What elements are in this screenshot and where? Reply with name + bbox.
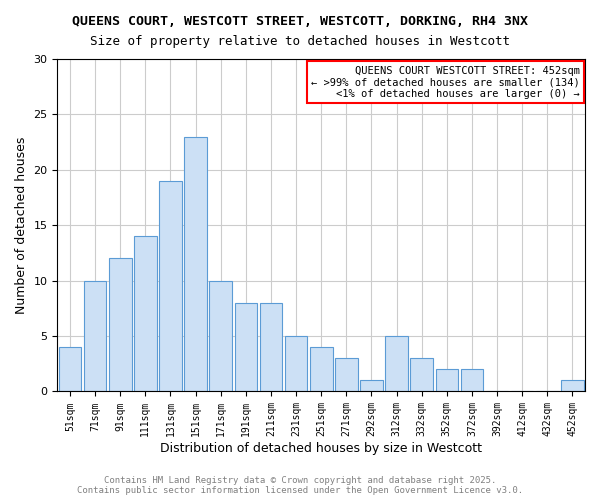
Bar <box>84 280 106 392</box>
Bar <box>360 380 383 392</box>
Bar <box>184 136 207 392</box>
Text: QUEENS COURT, WESTCOTT STREET, WESTCOTT, DORKING, RH4 3NX: QUEENS COURT, WESTCOTT STREET, WESTCOTT,… <box>72 15 528 28</box>
Bar <box>109 258 131 392</box>
Bar <box>310 347 332 392</box>
Bar <box>410 358 433 392</box>
Bar <box>335 358 358 392</box>
Bar <box>285 336 307 392</box>
Bar <box>209 280 232 392</box>
Text: Contains HM Land Registry data © Crown copyright and database right 2025.
Contai: Contains HM Land Registry data © Crown c… <box>77 476 523 495</box>
Bar <box>385 336 408 392</box>
Bar <box>461 370 483 392</box>
Y-axis label: Number of detached houses: Number of detached houses <box>15 136 28 314</box>
Text: QUEENS COURT WESTCOTT STREET: 452sqm
← >99% of detached houses are smaller (134): QUEENS COURT WESTCOTT STREET: 452sqm ← >… <box>311 66 580 99</box>
Bar <box>59 347 81 392</box>
Bar <box>260 303 282 392</box>
Bar <box>159 181 182 392</box>
X-axis label: Distribution of detached houses by size in Westcott: Distribution of detached houses by size … <box>160 442 482 455</box>
Bar <box>134 236 157 392</box>
Bar <box>436 370 458 392</box>
Bar <box>235 303 257 392</box>
Bar <box>561 380 584 392</box>
Text: Size of property relative to detached houses in Westcott: Size of property relative to detached ho… <box>90 35 510 48</box>
